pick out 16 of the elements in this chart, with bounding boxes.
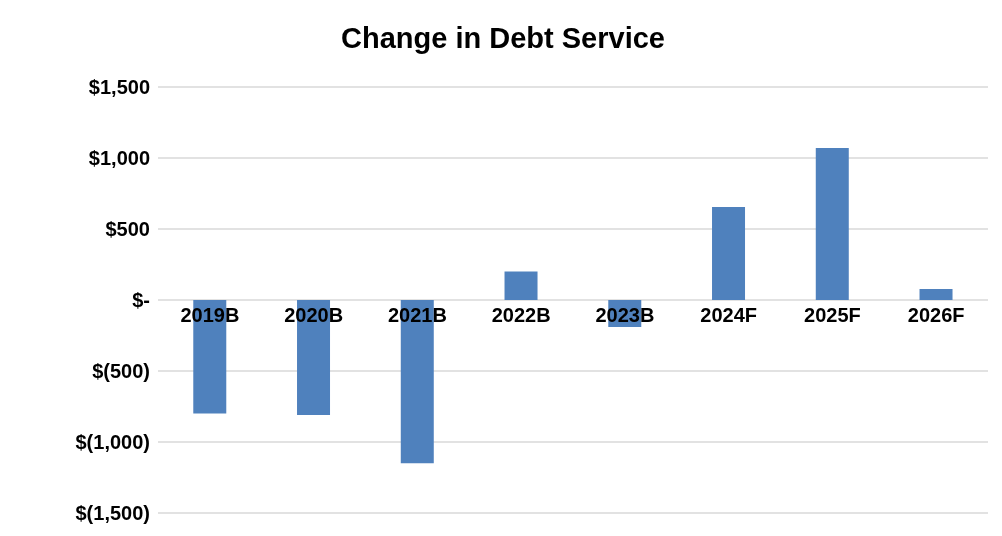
- bar: [504, 271, 538, 300]
- x-tick-label: 2026F: [907, 304, 965, 326]
- bar: [712, 206, 746, 300]
- y-tick-label: $1,000: [88, 147, 150, 170]
- y-tick-label: $(500): [92, 360, 150, 383]
- x-tick-label: 2024F: [700, 304, 757, 326]
- chart-title: Change in Debt Service: [340, 22, 666, 55]
- y-tick-label: $-: [132, 289, 150, 312]
- y-tick-label: $(1,500): [75, 502, 150, 525]
- x-tick-label: 2025F: [804, 304, 861, 326]
- y-tick-label: $(1,000): [75, 431, 150, 454]
- bar: [815, 148, 849, 300]
- x-tick-label: 2022B: [491, 304, 551, 326]
- y-tick-label: $500: [105, 218, 150, 241]
- y-tick-label: $1,500: [88, 76, 150, 99]
- bar: [919, 289, 953, 300]
